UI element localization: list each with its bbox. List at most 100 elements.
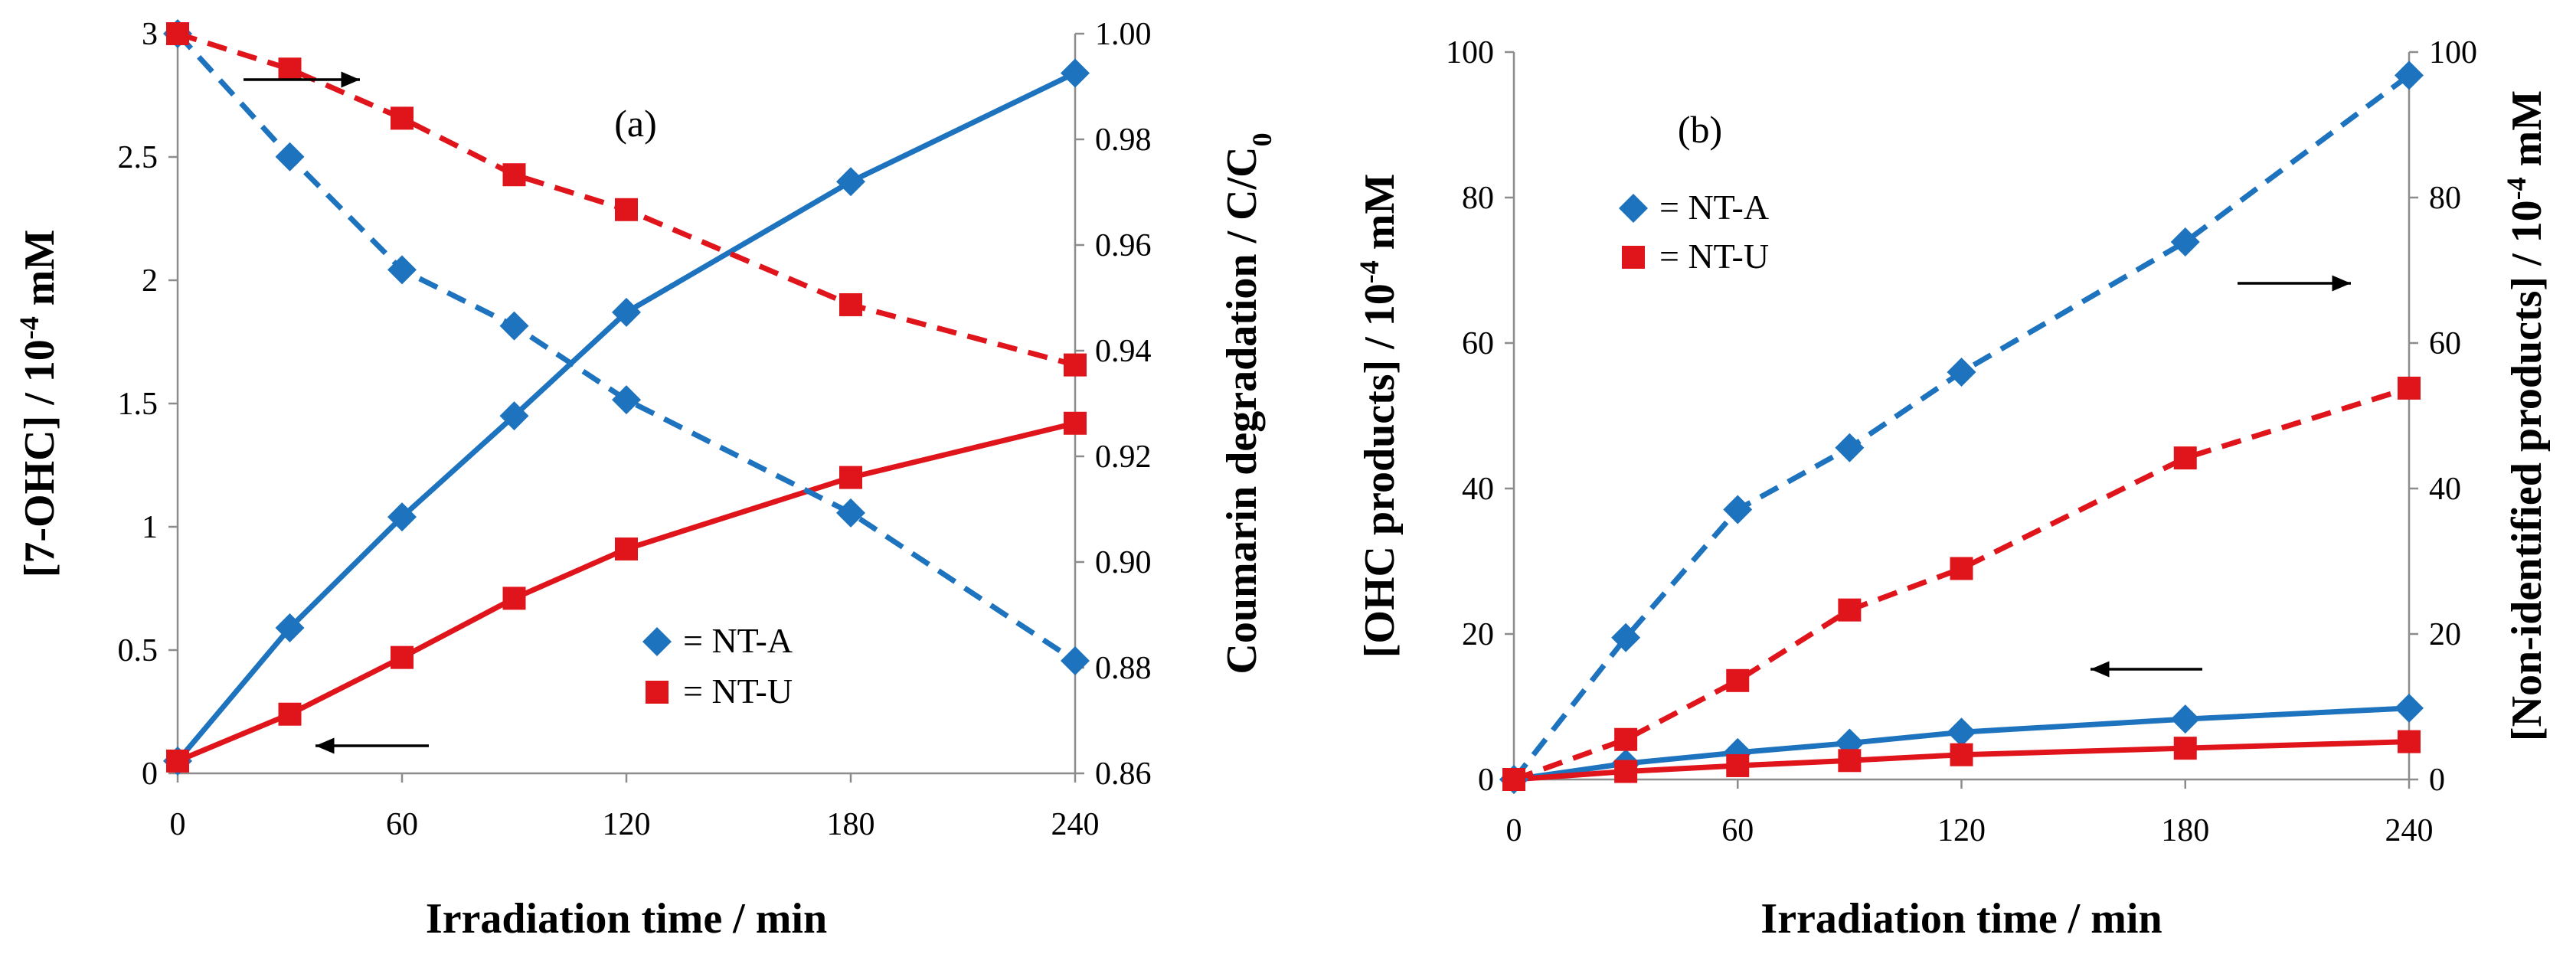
data-point-nt-a-solid-6 — [1061, 58, 1090, 88]
data-point-nt-u-solid-3 — [1838, 749, 1862, 773]
data-point-nt-u-solid-6 — [1064, 411, 1087, 435]
y-axis-left-title: [7-OHC] / 10-4 mM — [14, 230, 64, 578]
x-tick-label: 240 — [2385, 813, 2434, 848]
data-point-nt-u-solid-5 — [839, 466, 862, 489]
y-right-tick-label: 0.88 — [1095, 651, 1152, 686]
y-right-tick-label: 0.86 — [1095, 756, 1152, 792]
data-point-nt-u-solid-4 — [615, 537, 638, 560]
legend-label: = NT-A — [683, 621, 793, 660]
data-point-nt-a-dashed-2 — [387, 255, 417, 285]
x-axis-title: Irradiation time / min — [426, 895, 827, 943]
data-point-nt-a-dashed-6 — [2395, 60, 2424, 90]
y-left-tick-label: 1 — [142, 510, 158, 545]
x-tick-label: 60 — [386, 807, 418, 842]
data-point-nt-u-dashed-1 — [1614, 727, 1638, 751]
y-left-tick-label: 0 — [142, 756, 158, 792]
data-point-nt-a-dashed-4 — [612, 385, 641, 415]
data-point-nt-u-dashed-2 — [391, 106, 414, 130]
series-line-nt-a-dashed — [1512, 73, 2411, 782]
panel-a-chart: 0 0.5 1 1.5 2 2.5 3 0.86 0.88 0.90 0.92 0.94 0.96 0.9… — [14, 17, 1277, 943]
x-tick-label: 120 — [1937, 813, 1986, 848]
legend-marker-nt-u — [1622, 246, 1645, 269]
data-point-nt-a-solid-3 — [499, 401, 529, 431]
data-point-nt-a-dashed-3 — [1835, 433, 1865, 462]
data-point-nt-u-solid-4 — [1950, 743, 1973, 766]
y-left-tick-label: 80 — [1462, 181, 1494, 216]
data-point-nt-u-solid-1 — [278, 702, 302, 726]
data-point-nt-a-dashed-1 — [275, 142, 305, 172]
x-tick-label: 0 — [1506, 813, 1522, 848]
data-point-nt-u-dashed-6 — [1064, 353, 1087, 377]
y-right-tick-label: 0.98 — [1095, 123, 1152, 158]
panel-b-chart: 0 20 40 60 80 100 0 20 40 60 80 100 0 60 120 180 240 Irra… — [1354, 35, 2551, 943]
legend-label: = NT-A — [1659, 188, 1769, 227]
y-right-tick-label: 0.90 — [1095, 545, 1152, 580]
y-right-tick-label: 80 — [2429, 181, 2461, 216]
x-axis-title: Irradiation time / min — [1760, 895, 2162, 943]
data-point-nt-a-dashed-2 — [1723, 495, 1753, 524]
x-tick-label: 60 — [1721, 813, 1754, 848]
legend-marker-nt-a — [1619, 194, 1648, 223]
data-point-nt-u-dashed-1 — [278, 57, 302, 81]
y-left-tick-label: 60 — [1462, 326, 1494, 361]
legend-marker-nt-a — [642, 627, 672, 656]
x-tick-label: 240 — [1051, 807, 1100, 842]
data-point-nt-u-dashed-6 — [2398, 376, 2421, 400]
data-point-nt-u-dashed-0 — [1502, 768, 1525, 791]
y-right-tick-label: 40 — [2429, 472, 2461, 507]
data-point-nt-u-dashed-3 — [1838, 598, 1862, 622]
y-left-tick-label: 0 — [1478, 763, 1494, 798]
data-point-nt-u-dashed-0 — [166, 22, 189, 45]
y-left-tick-label: 20 — [1462, 617, 1494, 652]
data-point-nt-a-solid-6 — [2395, 693, 2424, 723]
y-right-tick-label: 1.00 — [1095, 17, 1152, 52]
data-point-nt-a-solid-1 — [275, 613, 305, 643]
y-axis-right-title: [Non-identified products] / 10-4 mM — [2501, 90, 2551, 741]
data-point-nt-a-dashed-3 — [499, 311, 529, 341]
data-point-nt-u-dashed-5 — [2173, 446, 2197, 470]
x-tick-label: 180 — [827, 807, 875, 842]
data-point-nt-u-dashed-4 — [1950, 557, 1973, 580]
y-left-tick-label: 2.5 — [118, 140, 159, 175]
y-left-tick-label: 2 — [142, 263, 158, 299]
data-point-nt-a-dashed-6 — [1061, 646, 1090, 676]
y-right-tick-label: 0.96 — [1095, 228, 1152, 263]
data-point-nt-a-solid-4 — [1947, 717, 1976, 747]
legend-label: = NT-U — [683, 672, 793, 711]
data-point-nt-u-solid-2 — [391, 645, 414, 669]
data-point-nt-u-dashed-5 — [839, 292, 862, 316]
y-left-tick-label: 3 — [142, 17, 158, 52]
data-point-nt-a-dashed-4 — [1947, 358, 1976, 387]
panel-label: (b) — [1678, 108, 1722, 151]
y-right-tick-label: 60 — [2429, 326, 2461, 361]
legend-label: = NT-U — [1659, 237, 1769, 276]
y-left-tick-label: 100 — [1446, 35, 1494, 70]
y-left-tick-label: 40 — [1462, 472, 1494, 507]
legend-marker-nt-u — [646, 681, 669, 704]
data-point-nt-u-solid-3 — [502, 587, 526, 610]
y-right-tick-label: 0 — [2429, 763, 2445, 798]
data-point-nt-a-solid-4 — [612, 297, 641, 327]
data-point-nt-u-dashed-4 — [615, 198, 638, 221]
data-point-nt-u-solid-6 — [2398, 730, 2421, 753]
panel-label: (a) — [614, 102, 657, 145]
data-point-nt-a-solid-5 — [836, 167, 865, 197]
x-tick-label: 180 — [2161, 813, 2209, 848]
data-point-nt-u-dashed-2 — [1726, 668, 1750, 692]
data-point-nt-a-solid-5 — [2170, 704, 2200, 734]
data-point-nt-a-dashed-5 — [2170, 227, 2200, 257]
data-point-nt-u-solid-5 — [2173, 737, 2197, 760]
series-line-nt-u-solid — [176, 420, 1076, 764]
data-point-nt-u-dashed-3 — [502, 163, 526, 187]
data-point-nt-a-dashed-1 — [1611, 623, 1641, 652]
y-left-tick-label: 0.5 — [118, 633, 159, 668]
data-point-nt-a-dashed-5 — [836, 498, 865, 528]
y-left-tick-label: 1.5 — [118, 387, 159, 422]
data-point-nt-u-solid-0 — [166, 749, 189, 773]
x-tick-label: 0 — [170, 807, 186, 842]
data-point-nt-u-solid-1 — [1614, 760, 1638, 783]
y-axis-left-title: [OHC products] / 10-4 mM — [1354, 174, 1404, 658]
y-right-tick-label: 0.92 — [1095, 440, 1152, 475]
x-tick-label: 120 — [603, 807, 651, 842]
